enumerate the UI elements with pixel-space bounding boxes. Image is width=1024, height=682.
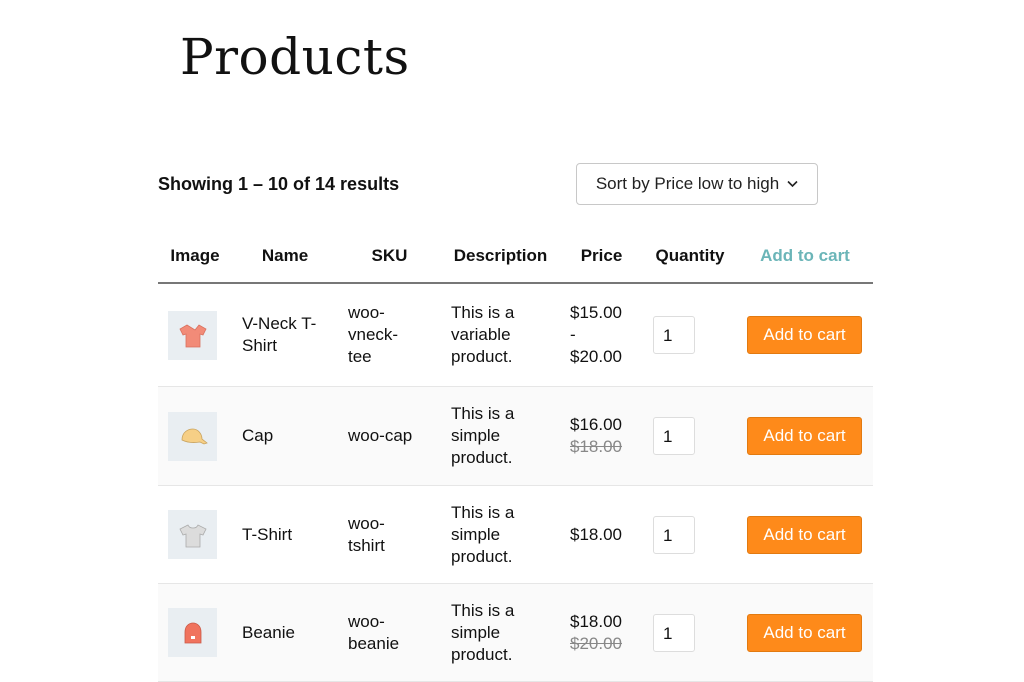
product-name[interactable]: T-Shirt xyxy=(232,524,338,546)
product-sku: woo-tshirt xyxy=(338,513,441,557)
product-thumbnail[interactable] xyxy=(168,411,217,461)
add-to-cart-button[interactable]: Add to cart xyxy=(747,613,862,652)
product-description: This is a simple product. xyxy=(441,600,560,666)
sku-line: woo-cap xyxy=(348,426,413,445)
beanie-icon xyxy=(184,622,201,643)
result-count: Showing 1 – 10 of 14 results xyxy=(158,174,400,194)
header-description: Description xyxy=(453,246,548,265)
sort-dropdown[interactable]: Sort by Price low to high xyxy=(576,163,818,205)
product-name-line: V-Neck T- xyxy=(242,314,317,333)
price-line: $18.00 xyxy=(570,611,622,631)
v-neck-tshirt-icon xyxy=(178,324,207,348)
add-to-cart-button[interactable]: Add to cart xyxy=(747,515,862,554)
header-add-to-cart[interactable]: Add to cart xyxy=(760,246,850,265)
add-to-cart-button[interactable]: Add to cart xyxy=(747,316,862,354)
table-row: V-Neck T- Shirt woo-vneck-tee This is a va… xyxy=(158,284,873,387)
quantity-input[interactable]: 1 xyxy=(653,515,695,554)
header-quantity: Quantity xyxy=(655,246,725,265)
description-line: This is a xyxy=(451,404,515,423)
product-name[interactable]: Cap xyxy=(232,425,338,447)
sort-label: Sort by Price low to high xyxy=(595,174,780,193)
description-line: simple xyxy=(451,426,501,445)
product-name-line: Beanie xyxy=(242,622,295,642)
sku-line: tshirt xyxy=(348,535,385,555)
quantity-input[interactable]: 1 xyxy=(653,417,695,455)
product-description: This is a simple product. xyxy=(441,403,560,469)
table-row: Cap woo-cap This is a simple product. $16.… xyxy=(158,387,873,486)
product-name[interactable]: Beanie xyxy=(232,622,338,644)
product-thumbnail[interactable] xyxy=(168,608,217,657)
price-line: $20.00 xyxy=(570,347,622,366)
header-price: Price xyxy=(580,246,623,265)
description-line: simple xyxy=(451,524,501,544)
sku-line: woo- xyxy=(348,303,385,322)
products-table: Image Name SKU Description Price Quantit… xyxy=(158,230,873,682)
product-price: $18.00 xyxy=(560,524,643,546)
description-line: product. xyxy=(451,546,513,566)
description-line: This is a xyxy=(451,502,515,522)
table-row: T-Shirt woo-tshirt This is a simple produc… xyxy=(158,486,873,584)
product-description: This is a simple product. xyxy=(441,502,560,568)
price-line: $18.00 xyxy=(570,524,622,544)
table-header: Image Name SKU Description Price Quantit… xyxy=(158,230,873,284)
price-line: - xyxy=(570,325,576,344)
product-description: This is a variable product. xyxy=(441,302,560,368)
header-name: Name xyxy=(261,246,309,265)
sku-line: tee xyxy=(348,347,372,366)
sku-line: beanie xyxy=(348,633,400,653)
description-line: variable xyxy=(451,325,511,344)
chevron-down-icon xyxy=(787,180,798,188)
product-name-line: T-Shirt xyxy=(242,524,293,544)
product-thumbnail[interactable] xyxy=(168,310,217,360)
product-thumbnail[interactable] xyxy=(168,510,217,559)
table-row: Beanie woo-beanie This is a simple product… xyxy=(158,584,873,682)
old-price: $20.00 xyxy=(570,633,622,653)
description-line: simple xyxy=(451,622,501,642)
product-sku: woo-vneck-tee xyxy=(338,302,441,368)
price-line: $16.00 xyxy=(570,415,622,434)
product-name[interactable]: V-Neck T- Shirt xyxy=(232,313,338,357)
header-sku: SKU xyxy=(371,246,408,265)
description-line: This is a xyxy=(451,303,515,322)
description-line: product. xyxy=(451,347,513,366)
description-line: product. xyxy=(451,448,513,467)
description-line: This is a xyxy=(451,600,515,620)
page-title: Products xyxy=(180,28,410,86)
product-price: $18.00 $20.00 xyxy=(560,611,643,655)
sku-line: woo- xyxy=(348,611,385,631)
product-sku: woo-cap xyxy=(338,425,441,447)
header-image: Image xyxy=(170,246,220,265)
quantity-input[interactable]: 1 xyxy=(653,316,695,354)
product-price: $15.00 - $20.00 xyxy=(560,302,643,368)
tshirt-icon xyxy=(178,523,207,547)
sku-line: vneck- xyxy=(348,325,399,344)
product-sku: woo-beanie xyxy=(338,611,441,655)
quantity-input[interactable]: 1 xyxy=(653,613,695,652)
product-name-line: Shirt xyxy=(242,336,277,355)
add-to-cart-button[interactable]: Add to cart xyxy=(747,417,862,455)
description-line: product. xyxy=(451,644,513,664)
sku-line: woo- xyxy=(348,513,385,533)
price-line: $15.00 xyxy=(570,303,622,322)
product-name-line: Cap xyxy=(242,426,274,445)
old-price: $18.00 xyxy=(570,437,622,456)
cap-icon xyxy=(181,428,208,445)
product-price: $16.00 $18.00 xyxy=(560,414,643,458)
